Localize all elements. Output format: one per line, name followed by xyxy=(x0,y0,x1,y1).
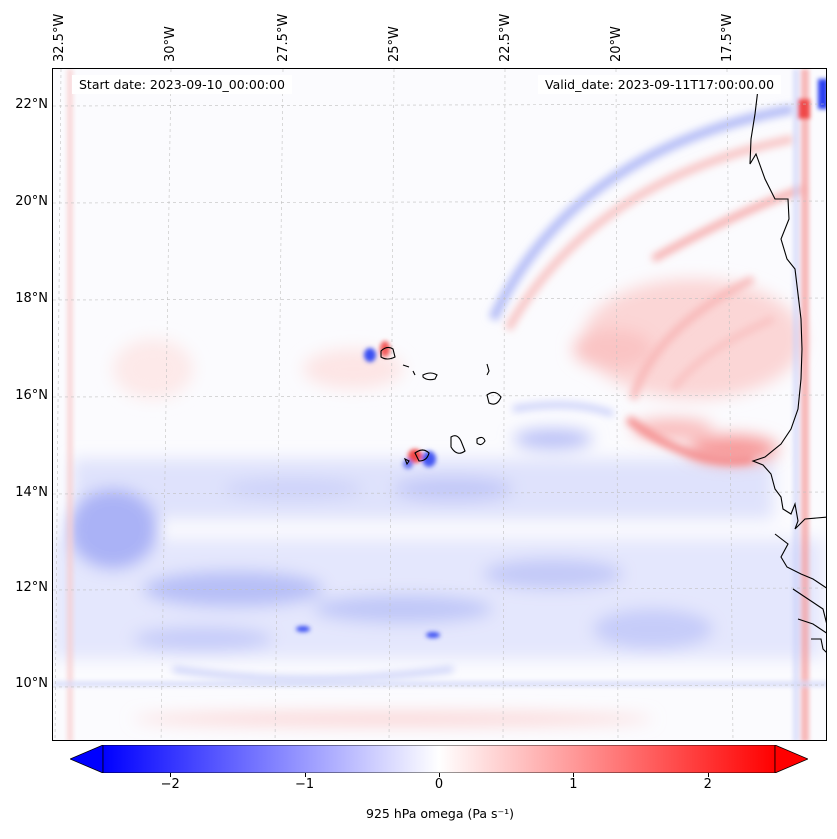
map-panel xyxy=(52,68,827,741)
boundary-bands xyxy=(53,69,826,740)
wave-arcs xyxy=(172,104,805,682)
red-region-east xyxy=(113,279,803,725)
colorbar-bar xyxy=(68,744,810,774)
valid-date-label: Valid_date: 2023-09-11T17:00:00.00 xyxy=(538,75,782,94)
lat-label-16n: 16°N xyxy=(15,388,48,403)
lat-label-14n: 14°N xyxy=(15,485,48,500)
colorbar-tickmark xyxy=(304,773,306,777)
colorbar-tick-label: 2 xyxy=(703,777,712,792)
lon-label-22.5w: 22.5°W xyxy=(498,13,513,62)
colorbar-label: 925 hPa omega (Pa s⁻¹) xyxy=(366,806,514,821)
colorbar-tick-label: −2 xyxy=(160,777,180,792)
colorbar-tickmark xyxy=(170,773,172,777)
colorbar-tick-label: 1 xyxy=(569,777,578,792)
gridlines xyxy=(53,69,826,740)
colorbar-tick-label: −1 xyxy=(295,777,315,792)
colorbar-tick-label: 0 xyxy=(434,777,444,792)
lat-label-18n: 18°N xyxy=(15,291,48,306)
colorbar-tickmark xyxy=(439,773,440,777)
lon-label-32.5w: 32.5°W xyxy=(52,13,67,62)
island-features xyxy=(296,341,440,638)
lon-label-30w: 30°W xyxy=(163,26,178,62)
lat-label-22n: 22°N xyxy=(15,97,48,112)
lon-label-27.5w: 27.5°W xyxy=(276,13,291,62)
lat-label-20n: 20°N xyxy=(15,194,48,209)
colorbar-extend-high xyxy=(774,744,810,774)
lon-label-20w: 20°W xyxy=(609,26,624,62)
lat-label-12n: 12°N xyxy=(15,580,48,595)
colorbar-tickmark xyxy=(573,773,575,777)
lon-label-17.5w: 17.5°W xyxy=(720,13,735,62)
colorbar-body xyxy=(102,744,776,774)
start-date-label: Start date: 2023-09-10_00:00:00 xyxy=(72,75,292,94)
omega-field xyxy=(53,69,826,740)
lat-label-10n: 10°N xyxy=(15,676,48,691)
colorbar-extend-low xyxy=(68,744,104,774)
colorbar-tickmark xyxy=(707,773,709,777)
blue-region-south xyxy=(53,429,823,659)
colorbar xyxy=(68,744,810,774)
lon-label-25w: 25°W xyxy=(387,26,402,62)
coastline xyxy=(380,88,826,653)
